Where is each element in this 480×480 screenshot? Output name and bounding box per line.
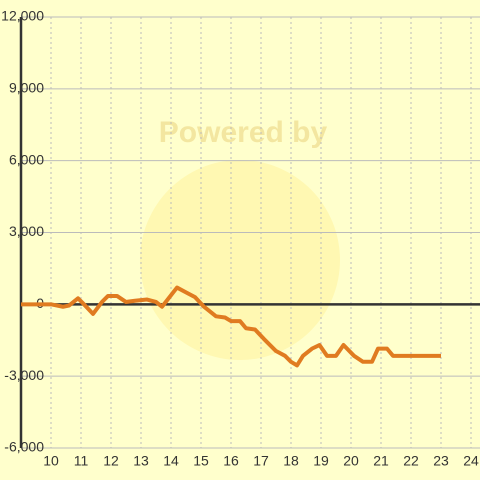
x-tick-label: 13 <box>133 453 149 469</box>
x-tick-label: 10 <box>43 453 59 469</box>
x-tick-label: 24 <box>463 453 479 469</box>
y-tick-label: -3,000 <box>4 367 44 383</box>
line-series <box>21 285 441 368</box>
y-tick-label: -6,000 <box>4 439 44 455</box>
y-tick-label: 12,000 <box>1 8 44 24</box>
x-tick-label: 15 <box>193 453 209 469</box>
x-tick-label: 22 <box>403 453 419 469</box>
y-tick-label: 9,000 <box>9 80 44 96</box>
x-tick-label: 11 <box>74 453 89 469</box>
x-tick-label: 18 <box>283 453 299 469</box>
watermark: Powered by <box>159 116 328 149</box>
x-tick-label: 19 <box>313 453 329 469</box>
x-tick-label: 14 <box>163 453 179 469</box>
watermark-logo <box>140 160 340 360</box>
y-tick-label: 6,000 <box>9 151 44 167</box>
x-tick-label: 20 <box>343 453 359 469</box>
y-tick-label: 3,000 <box>9 223 44 239</box>
x-tick-label: 16 <box>223 453 239 469</box>
x-tick-label: 23 <box>433 453 449 469</box>
x-tick-label: 21 <box>373 453 389 469</box>
x-tick-label: 17 <box>253 453 269 469</box>
x-tick-label: 12 <box>103 453 119 469</box>
